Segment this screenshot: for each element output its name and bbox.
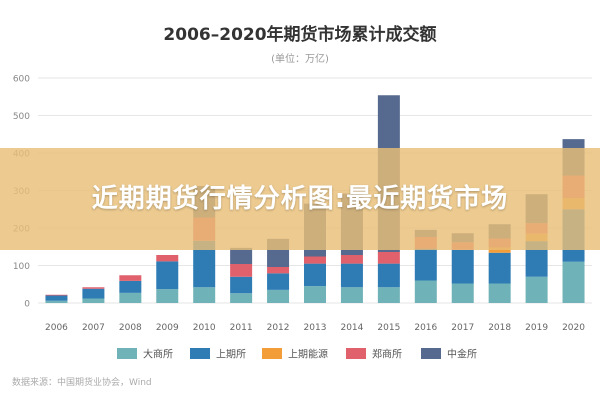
bar-segment: [377, 252, 400, 264]
x-tick-label: 2006: [45, 323, 68, 333]
legend-swatch: [346, 348, 366, 359]
bar-segment: [340, 287, 363, 303]
x-tick-label: 2012: [267, 323, 290, 333]
x-tick-label: 2008: [119, 323, 142, 333]
legend-label: 上期能源: [288, 348, 328, 361]
bar-segment: [230, 247, 253, 264]
bar-segment: [193, 240, 216, 288]
bar-segment: [156, 289, 179, 303]
bar-segment: [304, 256, 326, 264]
bar-segment: [340, 255, 363, 264]
bar-segment: [45, 295, 68, 301]
bar-segment: [414, 280, 437, 303]
x-tick-label: 2009: [156, 323, 179, 333]
bar-segment: [156, 255, 179, 262]
overlay-banner: 近期期货行情分析图:最近期货市场: [0, 148, 600, 250]
bar-segment: [525, 276, 548, 303]
legend-label: 大商所: [143, 348, 173, 361]
x-tick-label: 2019: [525, 323, 548, 333]
x-tick-label: 2011: [230, 323, 253, 333]
bar-segment: [414, 248, 437, 281]
bar-segment: [488, 252, 511, 284]
bar-segment: [267, 267, 290, 274]
bar-segment: [82, 287, 105, 289]
chart-subtitle: (单位：万亿): [271, 52, 329, 65]
legend-label: 上期所: [216, 349, 246, 361]
bar-segment: [119, 280, 142, 293]
bar-segment: [230, 293, 253, 303]
x-tick-label: 2016: [414, 323, 437, 333]
bar-segment: [267, 289, 290, 303]
bar-segment: [304, 263, 326, 287]
bar-segment: [340, 263, 363, 288]
legend: 大商所 上期所 上期能源 郑商所 中金所: [117, 348, 477, 361]
bar-segment: [304, 286, 326, 303]
x-tick-label: 2020: [562, 323, 585, 333]
chart-title: 2006–2020年期货市场累计成交额: [163, 24, 436, 45]
bar-segment: [82, 288, 105, 299]
bar-segment: [156, 261, 179, 290]
legend-label: 郑商所: [372, 348, 402, 361]
legend-swatch: [421, 348, 441, 359]
bar-segment: [562, 261, 585, 303]
bar-segment: [45, 294, 68, 296]
bar-segment: [377, 263, 400, 288]
legend-label: 中金所: [447, 348, 477, 361]
legend-swatch: [117, 348, 137, 359]
bar-segment: [451, 249, 474, 284]
overlay-text: 近期期货行情分析图:最近期货市场: [91, 184, 509, 214]
x-tick-label: 2014: [340, 323, 363, 333]
x-tick-label: 2017: [451, 323, 474, 333]
bar-segment: [119, 275, 142, 281]
bar-segment: [451, 283, 474, 303]
bar-segment: [45, 300, 68, 303]
y-tick-label: 500: [13, 112, 30, 122]
bar-segment: [488, 247, 511, 253]
bar-segment: [525, 241, 548, 277]
bar-segment: [230, 264, 253, 277]
bar-segment: [377, 287, 400, 303]
y-tick-label: 0: [24, 300, 30, 310]
x-tick-label: 2013: [304, 323, 327, 333]
y-tick-label: 600: [13, 75, 30, 85]
bar-segment: [193, 287, 216, 303]
y-tick-label: 100: [13, 262, 30, 272]
bar-segment: [267, 273, 290, 290]
x-axis: 2006 2007 2008 2009 2010 2011 2012 2013 2014 2015…: [45, 323, 585, 333]
source-note: 数据来源：中国期货业协会，Wind: [12, 376, 152, 388]
legend-swatch: [262, 348, 282, 359]
x-tick-label: 2010: [193, 323, 216, 333]
x-tick-label: 2018: [488, 323, 511, 333]
bar-segment: [82, 298, 105, 303]
bar-segment: [230, 276, 253, 294]
bar-segment: [119, 292, 142, 303]
x-tick-label: 2015: [377, 323, 400, 333]
bar-segment: [488, 283, 511, 303]
legend-swatch: [190, 348, 210, 359]
x-tick-label: 2007: [82, 323, 105, 333]
